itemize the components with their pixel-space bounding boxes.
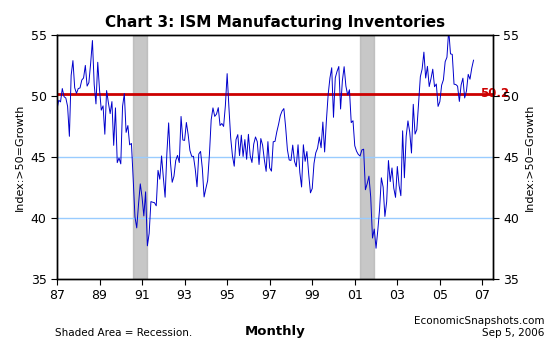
Text: 50.2: 50.2 [480, 87, 509, 100]
Text: Monthly: Monthly [245, 325, 305, 338]
Text: Shaded Area = Recession.: Shaded Area = Recession. [55, 328, 192, 338]
Text: EconomicSnapshots.com
Sep 5, 2006: EconomicSnapshots.com Sep 5, 2006 [414, 316, 544, 338]
Y-axis label: Index:>50=Growth: Index:>50=Growth [525, 104, 535, 211]
Bar [133, 35, 147, 279]
Title: Chart 3: ISM Manufacturing Inventories: Chart 3: ISM Manufacturing Inventories [105, 15, 445, 30]
Y-axis label: Index:>50=Growth: Index:>50=Growth [15, 104, 25, 211]
Bar [360, 35, 374, 279]
